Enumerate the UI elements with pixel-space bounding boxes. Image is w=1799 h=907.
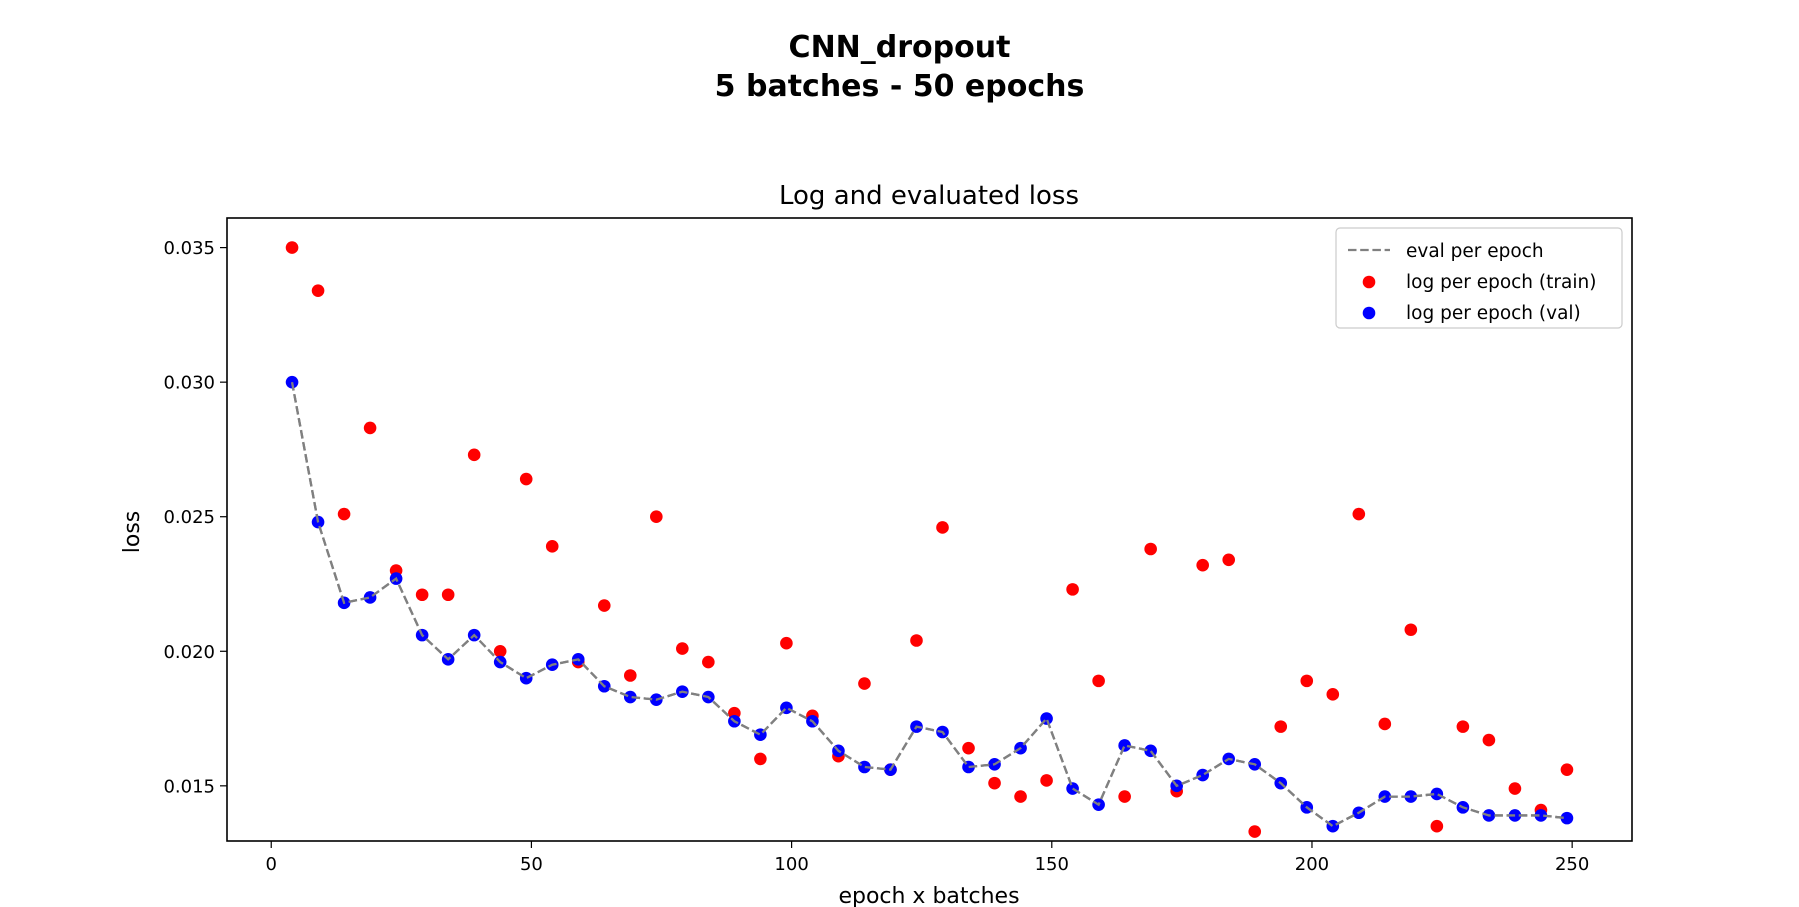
train-point: [910, 634, 923, 647]
train-point: [1274, 720, 1288, 733]
train-point: [363, 421, 377, 435]
train-point: [962, 741, 975, 755]
train-point: [936, 521, 949, 534]
x-axis-label: epoch x batches: [838, 884, 1019, 907]
x-tick-label: 250: [1555, 854, 1589, 875]
train-point: [1326, 688, 1340, 701]
train-point: [1248, 825, 1262, 838]
train-point: [1430, 819, 1444, 833]
train-point: [467, 448, 481, 462]
train-point: [1482, 733, 1496, 747]
train-point: [1352, 507, 1366, 521]
train-point: [519, 472, 533, 486]
eval-per-epoch-line: [290, 381, 1568, 828]
val-point: [1066, 782, 1079, 795]
legend: eval per epoch log per epoch (train) log p…: [1335, 227, 1623, 329]
train-point: [650, 510, 663, 524]
train-point: [337, 507, 351, 521]
train-point: [545, 540, 559, 553]
train-point: [1040, 774, 1053, 787]
train-point: [1404, 623, 1418, 637]
axis-ticks: 0 50 100 150 200 250 0.015 0.020 0.025 0.030 0.035: [163, 238, 1589, 875]
y-tick-label: 0.035: [163, 238, 215, 259]
val-point: [1560, 811, 1574, 825]
legend-marker-swatch: [1362, 275, 1376, 289]
train-point: [1066, 583, 1079, 596]
train-point: [623, 669, 637, 682]
y-tick-label: 0.015: [163, 776, 215, 797]
train-point: [1378, 717, 1392, 731]
train-point: [1560, 763, 1574, 776]
val-point: [1430, 787, 1444, 801]
train-point: [1456, 720, 1470, 733]
val-point: [519, 671, 533, 685]
train-point: [858, 677, 871, 690]
train-point: [1014, 790, 1027, 803]
plot-title: Log and evaluated loss: [779, 181, 1079, 211]
train-point: [493, 644, 507, 658]
train-point: [441, 588, 455, 602]
x-tick-label: 100: [774, 854, 808, 875]
y-tick-label: 0.025: [163, 507, 215, 528]
train-point: [702, 655, 715, 669]
plot-data: [285, 241, 1574, 838]
train-point: [1118, 790, 1131, 803]
train-point: [676, 642, 689, 655]
legend-label: log per epoch (val): [1406, 303, 1581, 324]
figure-title: CNN_dropout 5 batches - 50 epochs: [0, 28, 1799, 106]
x-tick-label: 50: [520, 854, 543, 875]
legend-marker-swatch: [1362, 306, 1376, 320]
val-point: [623, 690, 637, 704]
train-point: [597, 599, 611, 612]
y-axis-label: loss: [120, 511, 145, 554]
val-point: [1118, 739, 1131, 752]
plot-frame: [226, 217, 1633, 842]
x-tick-label: 200: [1295, 854, 1329, 875]
figure-title-line-1: CNN_dropout: [788, 30, 1011, 65]
figure-title-line-2: 5 batches - 50 epochs: [714, 69, 1085, 104]
train-point: [1092, 674, 1105, 688]
train-point: [311, 284, 325, 297]
train-point: [285, 241, 299, 254]
train-point: [1144, 542, 1157, 556]
legend-box: [1335, 227, 1623, 329]
eval-per-epoch-line-overlay: [290, 381, 1568, 828]
train-point: [415, 588, 429, 602]
y-tick-label: 0.030: [163, 373, 215, 394]
x-tick-label: 0: [266, 854, 277, 875]
val-point: [1196, 768, 1209, 782]
train-point: [780, 636, 793, 650]
train-point: [1222, 553, 1236, 567]
val-point: [1534, 809, 1548, 822]
val-point: [1404, 790, 1418, 803]
legend-label: log per epoch (train): [1406, 272, 1596, 293]
train-point: [1508, 782, 1522, 795]
train-point: [1300, 674, 1314, 688]
train-point: [988, 776, 1001, 790]
train-point: [1196, 558, 1209, 572]
x-tick-label: 150: [1035, 854, 1069, 875]
legend-label: eval per epoch: [1406, 241, 1544, 262]
train-point: [754, 752, 767, 766]
y-tick-label: 0.020: [163, 642, 215, 663]
